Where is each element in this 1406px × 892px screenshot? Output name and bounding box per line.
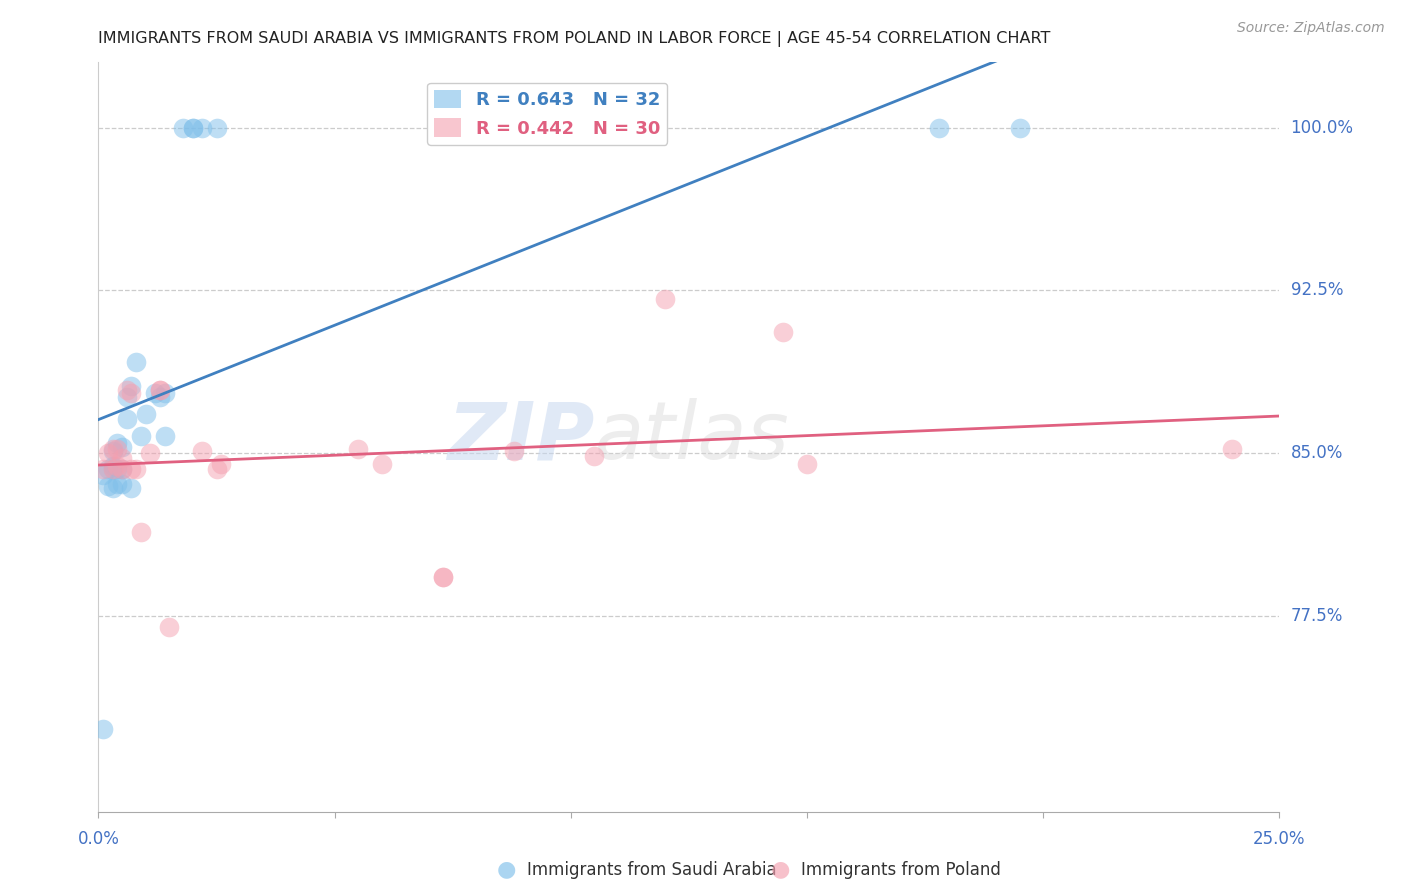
Point [153, 429, 176, 443]
Point [153, 385, 176, 400]
Point [101, 461, 124, 475]
Text: 0.0%: 0.0% [77, 830, 120, 848]
Point [105, 476, 128, 491]
Point [101, 444, 124, 458]
Point [149, 384, 172, 398]
Point [928, 120, 950, 135]
Text: 85.0%: 85.0% [1291, 444, 1343, 462]
Point [371, 457, 394, 471]
Legend: R = 0.643   N = 32, R = 0.442   N = 30: R = 0.643 N = 32, R = 0.442 N = 30 [427, 83, 668, 145]
Point [111, 461, 134, 475]
Point [583, 449, 606, 463]
Point [191, 444, 214, 458]
Point [115, 411, 138, 425]
Point [181, 120, 204, 135]
Point [125, 461, 148, 475]
Point [125, 355, 148, 369]
Point [129, 429, 152, 443]
Point [91, 461, 114, 475]
Point [101, 461, 124, 475]
Point [135, 407, 157, 421]
Point [111, 450, 134, 465]
Point [139, 446, 162, 460]
Text: IMMIGRANTS FROM SAUDI ARABIA VS IMMIGRANTS FROM POLAND IN LABOR FORCE | AGE 45-5: IMMIGRANTS FROM SAUDI ARABIA VS IMMIGRAN… [98, 31, 1050, 47]
Point [209, 457, 232, 471]
Point [115, 384, 138, 398]
Point [157, 620, 180, 634]
Point [105, 459, 128, 474]
Point [121, 385, 143, 400]
Text: 92.5%: 92.5% [1291, 282, 1343, 300]
Point [347, 442, 370, 456]
Point [796, 457, 818, 471]
Point [121, 379, 143, 393]
Point [101, 442, 124, 456]
Text: ●: ● [496, 860, 516, 880]
Point [181, 120, 204, 135]
Text: ZIP: ZIP [447, 398, 595, 476]
Text: Source: ZipAtlas.com: Source: ZipAtlas.com [1237, 21, 1385, 35]
Text: Immigrants from Saudi Arabia: Immigrants from Saudi Arabia [527, 861, 778, 879]
Point [97, 461, 120, 475]
Point [91, 722, 114, 736]
Text: 100.0%: 100.0% [1291, 119, 1354, 136]
Point [111, 461, 134, 475]
Point [105, 461, 128, 475]
Point [91, 468, 114, 483]
Point [111, 476, 134, 491]
Point [129, 524, 152, 539]
Point [1220, 442, 1243, 456]
Text: 77.5%: 77.5% [1291, 607, 1343, 625]
Point [97, 446, 120, 460]
Point [121, 461, 143, 475]
Point [149, 390, 172, 404]
Point [172, 120, 194, 135]
Point [101, 481, 124, 495]
Point [772, 325, 794, 339]
Point [654, 292, 676, 306]
Point [115, 390, 138, 404]
Point [205, 120, 228, 135]
Text: ●: ● [770, 860, 790, 880]
Text: atlas: atlas [595, 398, 789, 476]
Point [191, 120, 214, 135]
Point [121, 481, 143, 495]
Point [503, 444, 526, 458]
Point [97, 479, 120, 493]
Point [111, 440, 134, 454]
Point [1008, 120, 1031, 135]
Point [101, 459, 124, 474]
Point [149, 384, 172, 398]
Point [205, 461, 228, 475]
Point [105, 442, 128, 456]
Point [143, 385, 166, 400]
Point [105, 435, 128, 450]
Text: 25.0%: 25.0% [1253, 830, 1306, 848]
Point [432, 570, 454, 584]
Point [432, 570, 454, 584]
Text: Immigrants from Poland: Immigrants from Poland [801, 861, 1001, 879]
